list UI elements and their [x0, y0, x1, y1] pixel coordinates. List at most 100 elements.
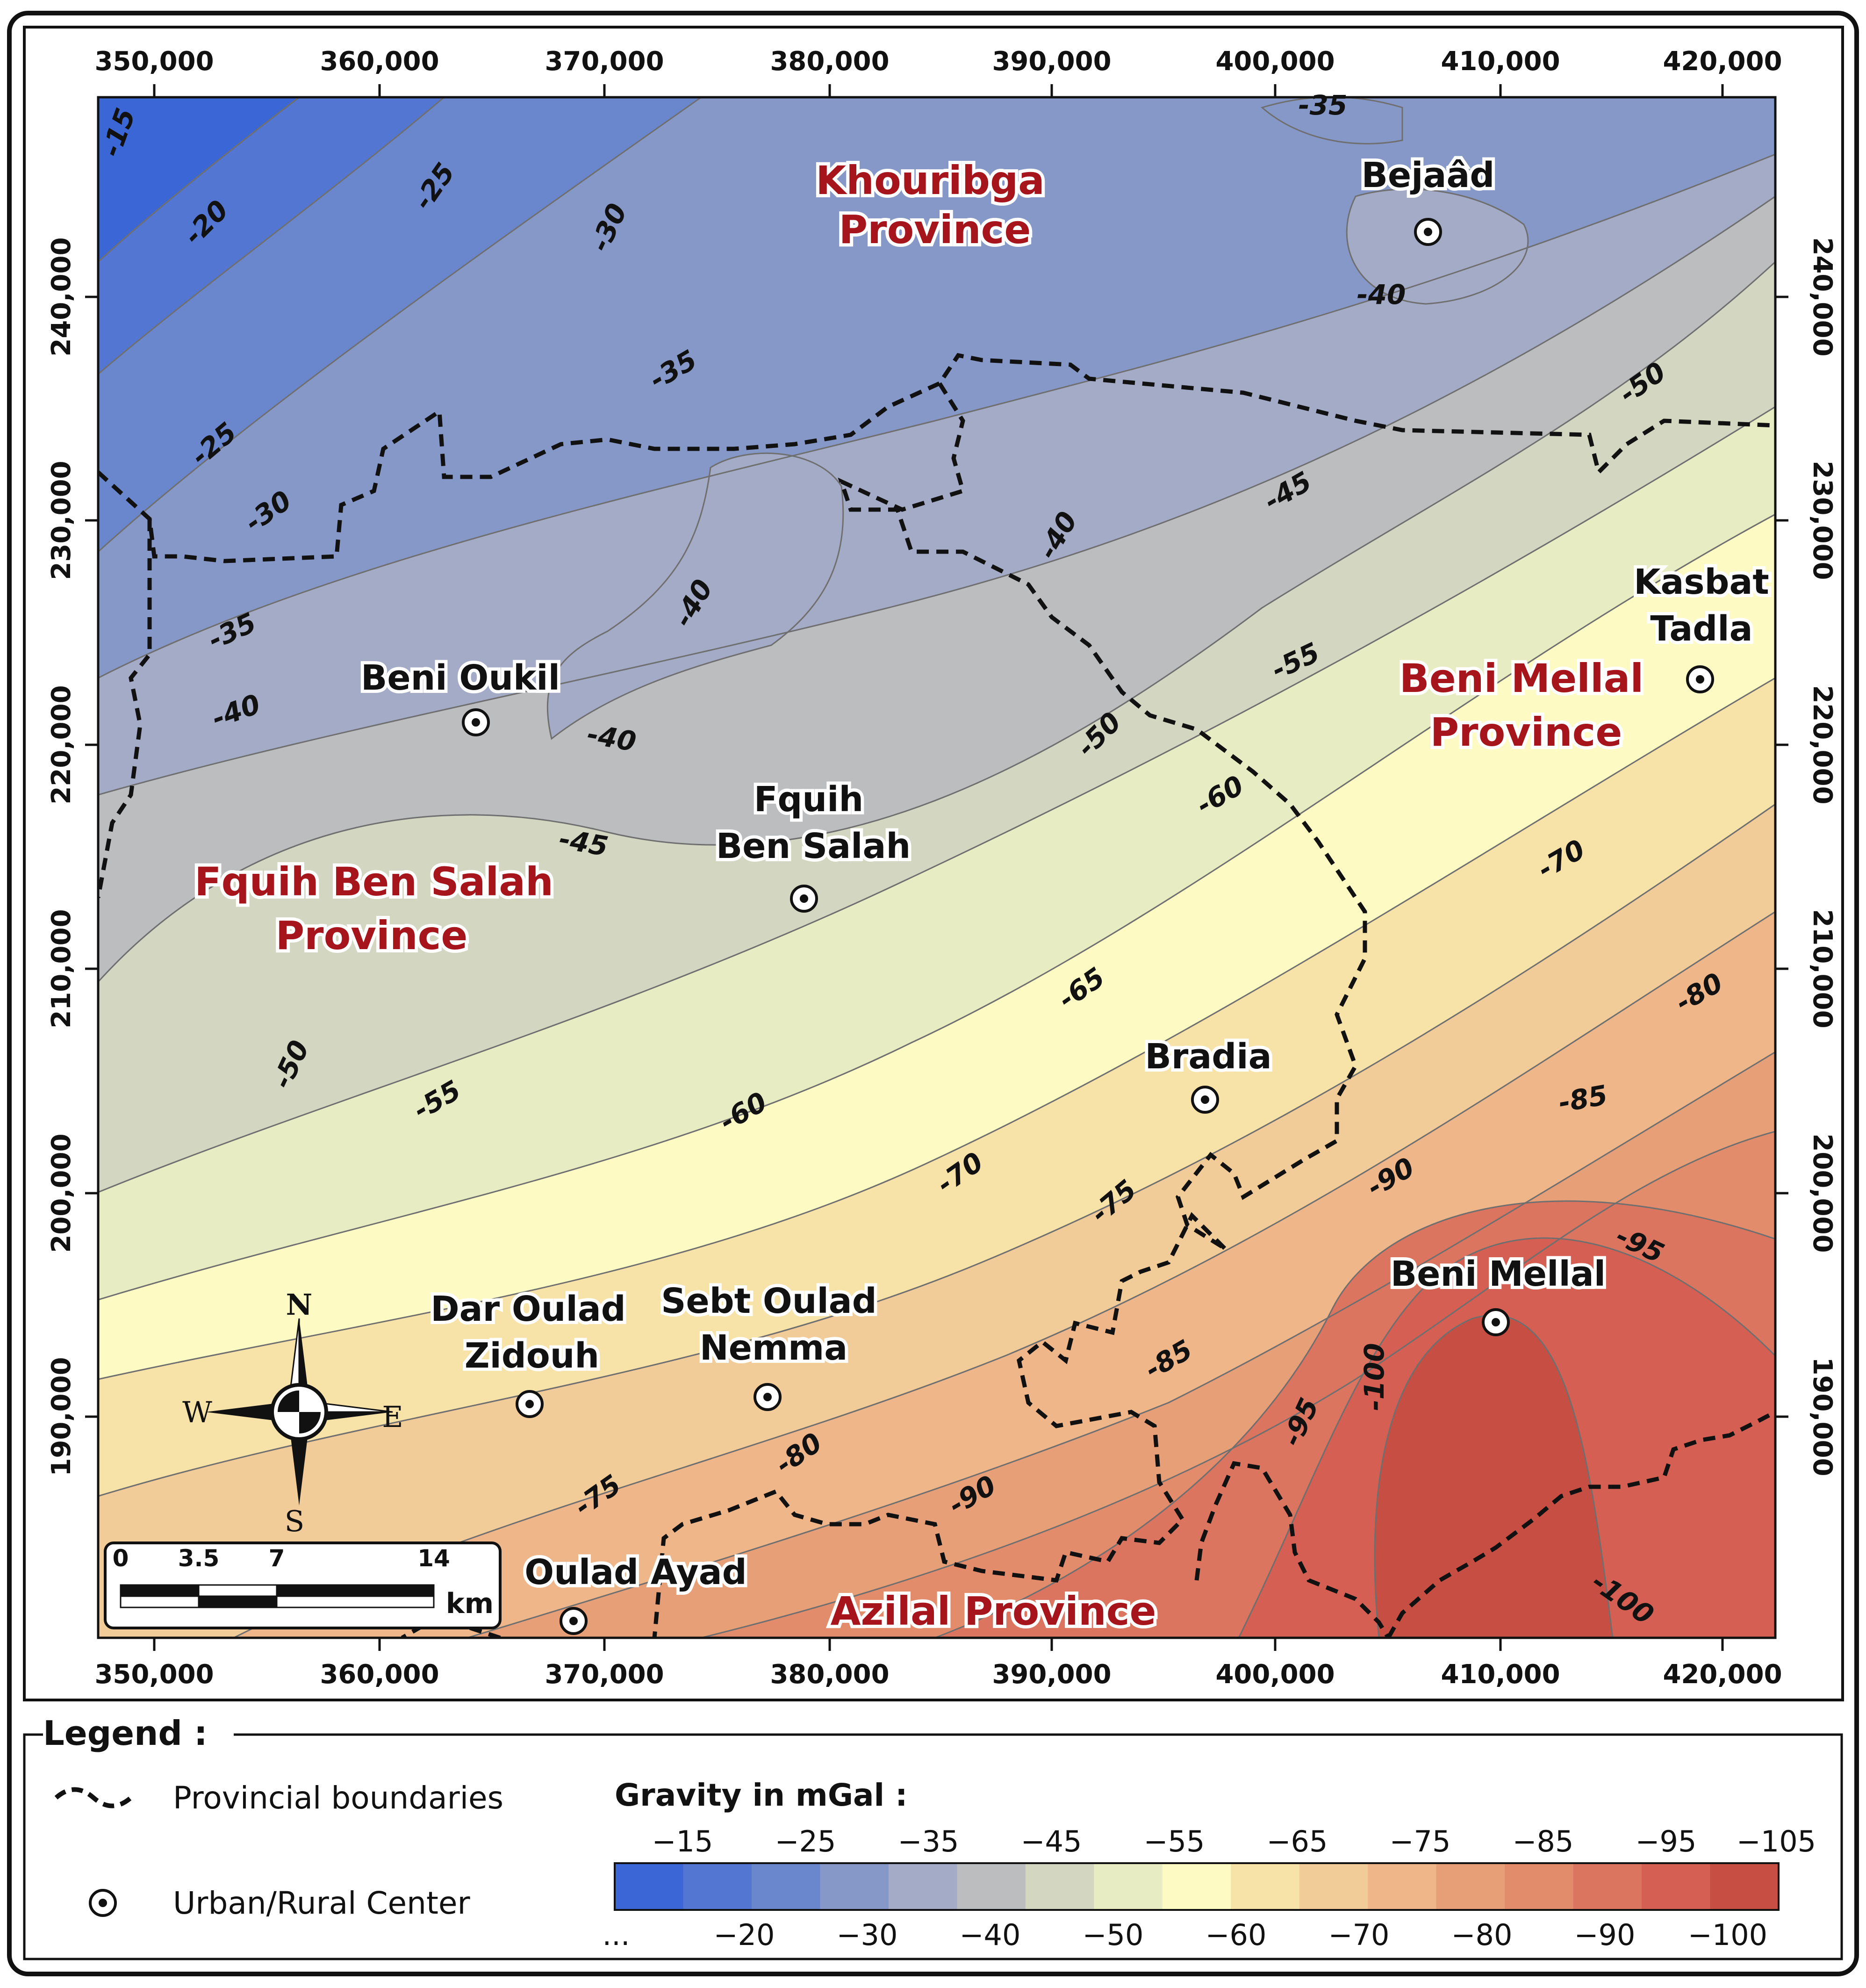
y-tick-label: 200,000	[1807, 1133, 1837, 1253]
legend-frame	[23, 1733, 1843, 1960]
center-label: Tadla	[1650, 609, 1752, 649]
colorbar-ellipsis: ...	[602, 1918, 630, 1952]
center-sebt-oulad-nemma[interactable]: Sebt Oulad Nemma	[658, 1278, 880, 1411]
center-marker-dot	[525, 1400, 534, 1408]
scale-tick: 0	[113, 1545, 129, 1572]
contour-line	[701, 1131, 1775, 1638]
legend: Legend : Provincial boundaries Urban/Rur…	[23, 1714, 1843, 1960]
colorbar-tick: −60	[1206, 1918, 1267, 1952]
compass-w: W	[182, 1395, 212, 1429]
axis-ticks	[85, 84, 1788, 1651]
scale-seg	[120, 1595, 200, 1608]
center-fquih-ben-salah[interactable]: Fquih Ben Salah	[713, 776, 914, 913]
province-label: Beni Mellal	[1400, 655, 1644, 701]
center-marker-dot	[1696, 675, 1704, 684]
scale-tick: 3.5	[178, 1545, 220, 1572]
colorbar-tick: −90	[1574, 1918, 1636, 1952]
colorbar-bottom-ticks: ... −20 −30 −40 −50 −60 −70 −80 −90 −100	[602, 1918, 1767, 1952]
contour-lines	[98, 97, 1775, 1638]
scale-bar: 0 3.5 7 14 km	[104, 1541, 502, 1629]
colorbar-swatch	[1710, 1863, 1779, 1910]
contour-line	[98, 513, 1775, 1301]
gravity-legend-title: Gravity in mGal :	[615, 1777, 908, 1813]
map-area	[98, 97, 1775, 1638]
x-tick-label: 410,000	[1441, 1659, 1560, 1690]
scale-tick: 7	[269, 1545, 285, 1572]
x-tick-label: 360,000	[320, 1659, 439, 1690]
x-tick-label: 370,000	[545, 46, 664, 77]
y-tick-label: 190,000	[1807, 1357, 1837, 1476]
colorbar-swatch	[1094, 1863, 1163, 1910]
compass-arrow	[289, 1422, 309, 1505]
provincial-boundary	[1386, 1410, 1775, 1638]
colorbar-tick: −55	[1144, 1824, 1205, 1858]
center-kasbat-tadla[interactable]: Kasbat Tadla	[1630, 559, 1773, 693]
gravity-pocket	[547, 452, 844, 740]
colorbar-swatch	[751, 1863, 820, 1910]
boundary-legend-label: Provincial boundaries	[173, 1780, 503, 1816]
colorbar-tick: −30	[837, 1918, 898, 1952]
center-label: Oulad Ayad	[524, 1552, 746, 1592]
legend-title: Legend :	[43, 1714, 208, 1753]
province-label: Khouribga	[816, 158, 1045, 203]
contour-line	[98, 97, 445, 375]
center-label: Sebt Oulad	[661, 1281, 876, 1321]
y-axis-left: 240,000 230,000 220,000 210,000 200,000 …	[46, 237, 77, 1476]
colorbar-swatch	[1573, 1863, 1642, 1910]
contour-line	[98, 97, 300, 263]
colorbar-swatch	[1368, 1863, 1437, 1910]
colorbar-swatch	[1162, 1863, 1231, 1910]
provincial-boundary	[1194, 1461, 1390, 1638]
provincial-boundaries	[98, 353, 1775, 1638]
center-dar-oulad-zidouh[interactable]: Dar Oulad Zidouh	[427, 1286, 629, 1418]
colorbar-tick: −85	[1513, 1824, 1574, 1858]
colorbar-tick: −100	[1688, 1918, 1767, 1952]
province-label: Province	[1430, 709, 1622, 755]
gravity-band	[1375, 1315, 1613, 1638]
y-tick-label: 210,000	[1807, 909, 1837, 1028]
contour-line	[1374, 1314, 1614, 1638]
province-labels: Khouribga Province Beni Mellal Province …	[191, 154, 1647, 1637]
center-beni-mellal[interactable]: Beni Mellal	[1387, 1251, 1609, 1336]
compass-quadrant	[299, 1412, 321, 1433]
y-tick-label: 190,000	[46, 1357, 77, 1476]
colorbar-swatch	[888, 1863, 957, 1910]
colorbar-outline	[614, 1862, 1780, 1911]
center-bradia[interactable]: Bradia	[1141, 1033, 1275, 1114]
compass-rose: N S W E	[182, 1288, 403, 1538]
x-tick-label: 370,000	[545, 1659, 664, 1690]
colorbar-swatch	[1505, 1863, 1574, 1910]
center-label: Dar Oulad	[431, 1289, 625, 1329]
colorbar-top-ticks: −15 −25 −35 −45 −55 −65 −75 −85 −95 −105	[652, 1824, 1816, 1858]
contour-line	[1238, 1237, 1775, 1638]
compass-s: S	[285, 1504, 304, 1538]
colorbar-swatch	[1231, 1863, 1300, 1910]
center-marker-dot	[472, 718, 480, 727]
provincial-boundary	[98, 519, 152, 898]
colorbar-swatch	[1025, 1863, 1094, 1910]
x-tick-label: 420,000	[1663, 1659, 1782, 1690]
center-oulad-ayad[interactable]: Oulad Ayad	[521, 1549, 750, 1635]
province-label: Province	[276, 913, 468, 958]
colorbar-swatch	[1642, 1863, 1711, 1910]
boundary-symbol	[54, 1787, 133, 1808]
y-tick-label: 230,000	[1807, 461, 1837, 580]
center-marker-dot	[1492, 1318, 1500, 1326]
center-beni-oukil[interactable]: Beni Oukil	[358, 655, 563, 736]
center-legend-dot	[99, 1899, 107, 1907]
colorbar-tick: −70	[1328, 1918, 1390, 1952]
map-border	[97, 96, 1777, 1639]
colorbar-swatch	[683, 1863, 752, 1910]
center-label: Kasbat	[1634, 562, 1769, 602]
colorbar-tick: −35	[898, 1824, 959, 1858]
center-bejaad[interactable]: Bejaâd	[1358, 152, 1498, 246]
y-tick-label: 240,000	[46, 237, 77, 356]
gravity-pocket	[1346, 188, 1529, 305]
colorbar-tick: −65	[1267, 1824, 1328, 1858]
scale-seg	[276, 1595, 435, 1608]
contour-line	[98, 195, 1775, 796]
scale-seg	[276, 1584, 435, 1597]
province-label: Azilal Province	[830, 1588, 1156, 1634]
center-label: Bejaâd	[1362, 155, 1495, 195]
contour-line	[98, 677, 1775, 1380]
